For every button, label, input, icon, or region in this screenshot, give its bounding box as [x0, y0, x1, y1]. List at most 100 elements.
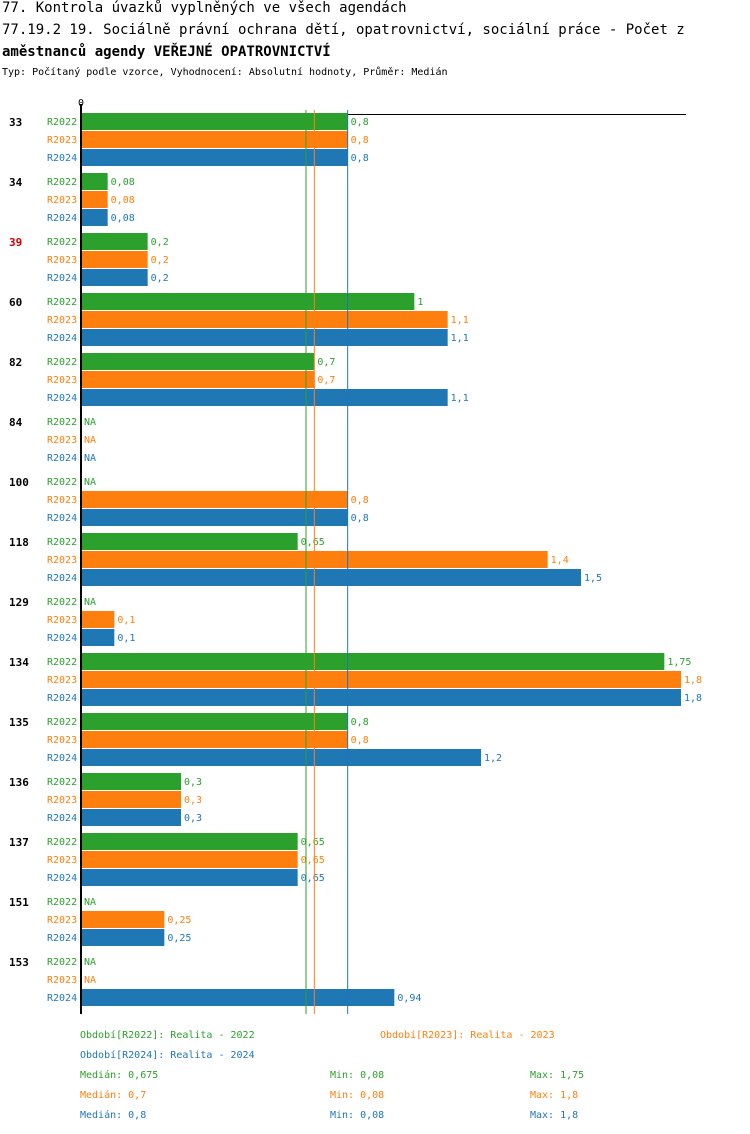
bar-value-label: NA: [84, 417, 96, 428]
bar-value-label: 0,08: [111, 213, 135, 224]
series-label: R2023: [47, 255, 77, 266]
series-label: R2022: [47, 537, 77, 548]
stat-median-r2024: Medián: 0,8: [80, 1110, 147, 1121]
bar: [81, 851, 298, 868]
bar: [81, 293, 415, 310]
series-label: R2024: [47, 273, 77, 284]
bar-value-label: 1,4: [551, 555, 569, 566]
bar-value-label: NA: [84, 453, 96, 464]
bar-value-label: 1: [417, 297, 423, 308]
bar-value-label: 1,2: [484, 753, 502, 764]
bar: [81, 149, 348, 166]
bar: [81, 131, 348, 148]
group-label: 136: [9, 776, 29, 789]
bar-value-label: 0,7: [317, 357, 335, 368]
legend-r2024: Období[R2024]: Realita - 2024: [80, 1050, 255, 1061]
bar: [81, 929, 165, 946]
bar-value-label: 0,3: [184, 795, 202, 806]
bar-value-label: NA: [84, 897, 96, 908]
bar: [81, 233, 148, 250]
bar: [81, 749, 481, 766]
series-label: R2022: [47, 357, 77, 368]
bar-value-label: 1,1: [451, 333, 469, 344]
bar: [81, 653, 665, 670]
bar: [81, 389, 448, 406]
series-label: R2023: [47, 195, 77, 206]
bar: [81, 731, 348, 748]
group-label: 153: [9, 956, 29, 969]
bar-value-label: 0,3: [184, 777, 202, 788]
series-label: R2024: [47, 993, 77, 1004]
bar: [81, 689, 681, 706]
bar-value-label: 0,8: [351, 717, 369, 728]
bar-value-label: 0,7: [317, 375, 335, 386]
series-label: R2023: [47, 495, 77, 506]
bar-value-label: 0,65: [301, 837, 325, 848]
series-label: R2024: [47, 573, 77, 584]
series-label: R2023: [47, 315, 77, 326]
group-label: 137: [9, 836, 29, 849]
bar-value-label: 1,1: [451, 393, 469, 404]
bar-value-label: 0,25: [167, 915, 191, 926]
series-label: R2022: [47, 657, 77, 668]
bar: [81, 509, 348, 526]
series-label: R2024: [47, 633, 77, 644]
series-label: R2023: [47, 435, 77, 446]
bar-value-label: 0,2: [151, 255, 169, 266]
group-label: 135: [9, 716, 29, 729]
bar: [81, 353, 315, 370]
chart-title-line-2: 77.19.2 19. Sociálně právní ochrana dětí…: [2, 22, 685, 38]
bar: [81, 809, 181, 826]
bar: [81, 713, 348, 730]
stat-min-r2023: Min: 0,08: [330, 1090, 385, 1101]
bar-value-label: 0,8: [351, 735, 369, 746]
series-label: R2022: [47, 897, 77, 908]
bar-value-label: 0,65: [301, 855, 325, 866]
series-label: R2022: [47, 957, 77, 968]
bar: [81, 251, 148, 268]
group-label: 33: [9, 116, 22, 129]
bar: [81, 611, 115, 628]
bar-value-label: 0,2: [151, 273, 169, 284]
series-label: R2023: [47, 375, 77, 386]
bar-value-label: 0,65: [301, 537, 325, 548]
bar-value-label: 0,2: [151, 237, 169, 248]
bar: [81, 671, 681, 688]
series-label: R2022: [47, 777, 77, 788]
group-label: 129: [9, 596, 29, 609]
bar-value-label: 0,8: [351, 153, 369, 164]
series-label: R2022: [47, 177, 77, 188]
series-label: R2023: [47, 675, 77, 686]
series-label: R2024: [47, 753, 77, 764]
bar-value-label: 1,8: [684, 693, 702, 704]
bar-value-label: 0,1: [117, 633, 135, 644]
group-label: 100: [9, 476, 29, 489]
bar-value-label: 1,75: [667, 657, 691, 668]
bar: [81, 311, 448, 328]
series-label: R2022: [47, 717, 77, 728]
bar: [81, 209, 108, 226]
legend-r2023: Období[R2023]: Realita - 2023: [380, 1030, 555, 1041]
series-label: R2023: [47, 975, 77, 986]
group-label: 82: [9, 356, 22, 369]
chart-title-line-3: aměstnanců agendy VEŘEJNÉ OPATROVNICTVÍ: [2, 44, 331, 60]
series-label: R2024: [47, 153, 77, 164]
stat-min-r2024: Min: 0,08: [330, 1110, 385, 1121]
series-label: R2024: [47, 393, 77, 404]
series-label: R2024: [47, 513, 77, 524]
bar: [81, 491, 348, 508]
chart-subtitle: Typ: Počítaný podle vzorce, Vyhodnocení:…: [2, 67, 448, 78]
series-label: R2024: [47, 213, 77, 224]
bar: [81, 191, 108, 208]
bar-value-label: 0,8: [351, 117, 369, 128]
bar: [81, 371, 315, 388]
group-label: 134: [9, 656, 29, 669]
bar-value-label: NA: [84, 597, 96, 608]
bar: [81, 569, 581, 586]
series-label: R2022: [47, 477, 77, 488]
bar-value-label: 0,08: [111, 195, 135, 206]
series-label: R2022: [47, 297, 77, 308]
bar: [81, 989, 395, 1006]
group-label: 151: [9, 896, 29, 909]
series-label: R2023: [47, 915, 77, 926]
